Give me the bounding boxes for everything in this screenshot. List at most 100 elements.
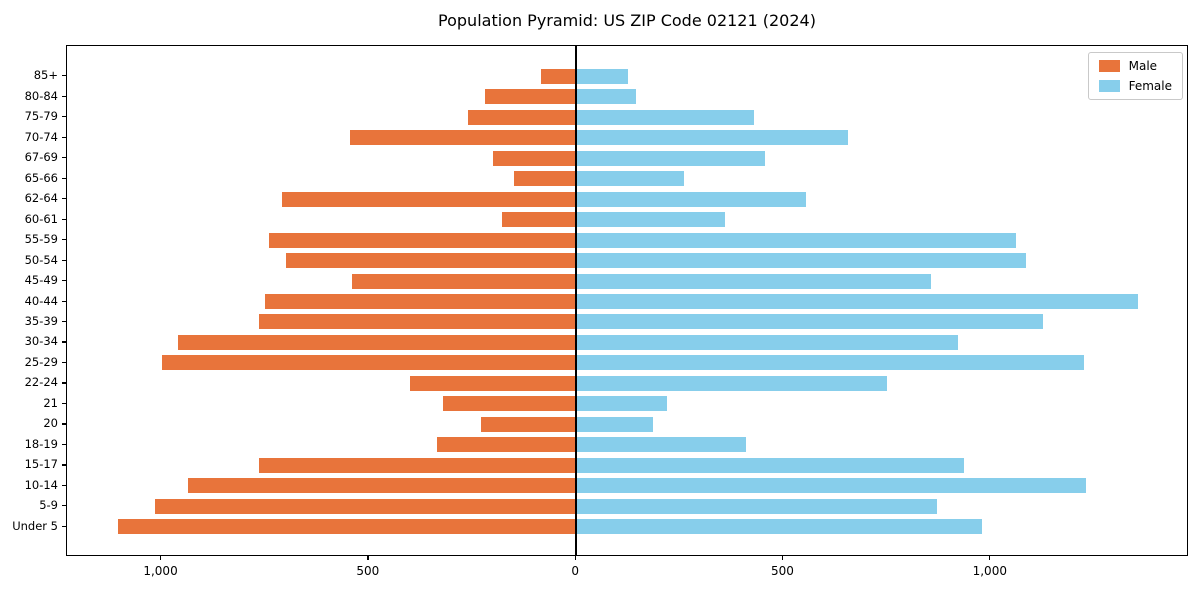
- bar-male: [265, 294, 577, 309]
- y-axis-label: 70-74: [24, 129, 58, 144]
- x-axis-tick: [574, 556, 576, 560]
- bar-male: [350, 130, 577, 146]
- zero-axis-line: [575, 46, 578, 555]
- x-axis-label: 1,000: [143, 564, 178, 578]
- bar-male: [188, 478, 577, 494]
- plot-area: [66, 45, 1188, 556]
- y-axis-label: Under 5: [12, 518, 58, 533]
- bar-female: [576, 109, 755, 125]
- bar-male: [118, 519, 577, 535]
- bar-male: [161, 355, 577, 371]
- bar-male: [484, 89, 577, 105]
- y-axis-tick: [62, 382, 66, 384]
- bar-male: [437, 437, 577, 453]
- y-axis-tick: [62, 75, 66, 77]
- y-axis-tick: [62, 218, 66, 220]
- bar-male: [258, 457, 577, 473]
- legend-label-male: Male: [1128, 59, 1158, 73]
- y-axis-tick: [62, 341, 66, 343]
- y-axis-tick: [62, 239, 66, 241]
- y-axis-tick: [62, 361, 66, 364]
- y-axis-label: 62-64: [24, 191, 58, 206]
- bar-female: [576, 191, 807, 207]
- y-axis-label: 30-34: [24, 334, 58, 349]
- y-axis-tick: [62, 423, 66, 425]
- y-axis-tick: [62, 505, 66, 507]
- bar-female: [576, 457, 964, 473]
- y-axis-tick: [62, 484, 66, 486]
- bar-female: [576, 498, 937, 514]
- bar-male: [178, 334, 577, 350]
- y-axis-tick: [62, 116, 66, 118]
- y-axis-label: 67-69: [24, 150, 58, 165]
- y-axis-tick: [62, 443, 66, 446]
- legend-swatch-male-icon: [1098, 60, 1120, 72]
- y-axis-label: 75-79: [24, 109, 58, 124]
- y-axis-tick: [62, 198, 66, 200]
- y-axis-label: 5-9: [39, 498, 58, 513]
- y-axis-label: 10-14: [24, 477, 58, 492]
- y-axis-label: 45-49: [24, 273, 58, 288]
- bar-female: [576, 314, 1043, 330]
- y-axis-label: 40-44: [24, 293, 58, 308]
- bar-female: [576, 253, 1027, 269]
- bar-female: [576, 150, 765, 166]
- bar-male: [410, 375, 577, 391]
- x-axis-label: 1,000: [972, 564, 1007, 578]
- y-axis-tick: [62, 464, 66, 466]
- y-axis-tick: [62, 300, 66, 302]
- y-axis-tick: [62, 402, 66, 405]
- y-axis-label: 60-61: [24, 211, 58, 226]
- y-axis-label: 65-66: [24, 170, 58, 185]
- bar-male: [480, 416, 577, 432]
- bar-female: [576, 334, 958, 350]
- y-axis-label: 80-84: [24, 88, 58, 103]
- y-axis-label: 21: [43, 395, 58, 410]
- y-axis-tick: [62, 525, 66, 527]
- bar-female: [576, 232, 1016, 248]
- legend-label-female: Female: [1128, 79, 1172, 93]
- bar-male: [501, 212, 577, 228]
- bar-female: [576, 416, 653, 432]
- y-axis-label: 15-17: [24, 457, 58, 472]
- bar-female: [576, 355, 1085, 371]
- y-axis-tick: [62, 95, 66, 97]
- legend-swatch-female-icon: [1098, 80, 1120, 92]
- y-axis-tick: [62, 136, 66, 138]
- bar-female: [576, 68, 628, 84]
- y-axis-label: 22-24: [24, 375, 58, 390]
- y-axis-label: 18-19: [24, 436, 58, 451]
- bar-male: [258, 314, 577, 330]
- bar-male: [155, 498, 577, 514]
- legend-entry-male: Male: [1098, 59, 1172, 73]
- bar-male: [285, 253, 577, 269]
- bar-female: [576, 130, 848, 146]
- bar-male: [540, 68, 577, 84]
- bar-female: [576, 212, 726, 228]
- legend: Male Female: [1087, 52, 1183, 100]
- x-axis-label: 500: [771, 564, 794, 578]
- x-axis-tick: [781, 556, 784, 560]
- bar-male: [352, 273, 577, 289]
- y-axis-tick: [62, 259, 66, 261]
- bar-male: [493, 150, 577, 166]
- x-axis-tick: [160, 556, 162, 560]
- legend-entry-female: Female: [1098, 79, 1172, 93]
- bar-male: [443, 396, 577, 412]
- x-axis-tick: [367, 556, 369, 560]
- bar-female: [576, 294, 1138, 309]
- chart-title: Population Pyramid: US ZIP Code 02121 (2…: [438, 11, 816, 30]
- bar-male: [269, 232, 577, 248]
- bar-female: [576, 273, 931, 289]
- x-axis-label: 500: [356, 564, 380, 578]
- x-axis-label: 0: [571, 564, 579, 578]
- y-axis-label: 35-39: [24, 313, 58, 328]
- y-axis-label: 50-54: [24, 252, 58, 267]
- x-axis-tick: [989, 556, 991, 560]
- bar-female: [576, 375, 888, 391]
- bar-male: [281, 191, 577, 207]
- bar-female: [576, 171, 684, 187]
- y-axis-label: 85+: [33, 68, 58, 83]
- bar-female: [576, 89, 637, 105]
